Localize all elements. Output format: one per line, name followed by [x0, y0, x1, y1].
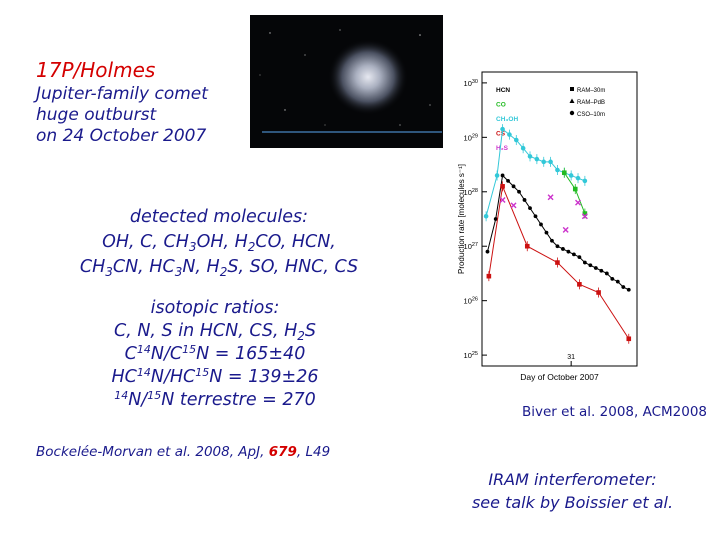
data-point — [626, 287, 631, 292]
y-tick-label: 1030 — [464, 79, 478, 88]
legend-entry: CH₃OH — [496, 116, 518, 123]
paper-citation: Bockelée-Morvan et al. 2008, ApJ, 679, L… — [36, 444, 331, 460]
data-point — [547, 194, 554, 201]
data-point — [588, 263, 593, 268]
legend-entry: RAM–PdB — [577, 100, 605, 106]
data-point — [511, 184, 516, 189]
isotopes-heading: isotopic ratios: — [150, 298, 280, 318]
data-point — [510, 202, 517, 209]
legend-entry: HCN — [496, 87, 510, 94]
legend-marker — [569, 110, 575, 116]
legend-entry: CS — [496, 131, 506, 138]
isotopes-line-2: C, N, S in HCN, CS, H2S — [113, 321, 317, 343]
molecules-line-3: CH3CN, HC3N, H2S, SO, HNC, CS — [79, 257, 359, 279]
data-point — [506, 178, 510, 183]
comet-description: Jupiter-family comet huge outburst on 24… — [36, 84, 208, 147]
data-point — [610, 276, 615, 281]
y-tick-label: 1028 — [464, 188, 478, 197]
data-point — [500, 173, 505, 178]
data-point — [572, 252, 576, 257]
data-point — [561, 247, 565, 251]
production-rate-chart: 1030 1029 1028 1027 1026 1025 31 Day of October… — [457, 71, 638, 382]
legend-entry: H₂S — [496, 145, 509, 152]
data-point — [621, 285, 626, 289]
data-point — [550, 238, 554, 243]
y-tick-label: 1027 — [464, 242, 478, 251]
data-point — [604, 271, 609, 276]
legend-entry: CSO–10m — [577, 112, 605, 118]
data-point — [562, 226, 569, 233]
legend-entry: RAM–30m — [577, 88, 605, 94]
data-point — [582, 260, 587, 265]
data-point — [517, 189, 521, 194]
description-line-3: on 24 October 2007 — [36, 126, 207, 146]
legend-marker — [569, 98, 575, 103]
molecules-heading: detected molecules: — [129, 207, 309, 227]
isotopes-line-5: 14N/15N terrestre = 270 — [114, 389, 316, 410]
iram-line-1: IRAM interferometer: — [488, 470, 657, 489]
y-axis-label: Production rate [molecules s⁻¹] — [457, 164, 466, 274]
comet-photo — [250, 15, 443, 148]
x-axis-label: Day of October 2007 — [520, 372, 599, 382]
data-point — [528, 206, 532, 211]
description-line-2: huge outburst — [36, 105, 157, 125]
data-point — [599, 268, 604, 273]
iram-note: IRAM interferometer: see talk by Boissie… — [440, 468, 705, 514]
y-tick-label: 1025 — [464, 351, 478, 360]
data-point — [485, 249, 490, 254]
detected-molecules: detected molecules: OH, C, CH3OH, H2CO, … — [24, 205, 414, 280]
legend-marker — [570, 87, 574, 91]
y-tick-label: 1029 — [464, 133, 478, 142]
data-point — [593, 266, 598, 270]
comet-title: 17P/Holmes — [36, 58, 156, 82]
chart-citation: Biver et al. 2008, ACM2008 — [522, 404, 708, 420]
molecules-line-2: OH, C, CH3OH, H2CO, HCN, — [102, 232, 336, 254]
x-tick-label: 31 — [567, 354, 575, 361]
isotopes-line-4: HC14N/HC15N = 139±26 — [111, 366, 319, 387]
data-point — [555, 244, 560, 249]
y-tick-label: 1026 — [464, 297, 478, 306]
data-point — [575, 199, 582, 206]
isotopic-ratios: isotopic ratios: C, N, S in HCN, CS, H2S… — [40, 297, 390, 412]
data-point — [533, 214, 538, 219]
data-point — [581, 213, 588, 220]
isotopes-line-3: C14N/C15N = 165±40 — [124, 343, 306, 364]
data-point — [522, 198, 527, 202]
data-point — [577, 255, 582, 260]
plot-frame — [481, 71, 638, 367]
data-point — [615, 279, 620, 284]
description-line-1: Jupiter-family comet — [36, 84, 208, 104]
iram-line-2: see talk by Boissier et al. — [471, 493, 674, 512]
data-point — [493, 217, 498, 221]
data-point — [499, 196, 506, 203]
legend-entry: CO — [496, 102, 506, 109]
data-point — [566, 249, 571, 254]
data-point — [544, 230, 549, 235]
data-point — [539, 222, 543, 227]
